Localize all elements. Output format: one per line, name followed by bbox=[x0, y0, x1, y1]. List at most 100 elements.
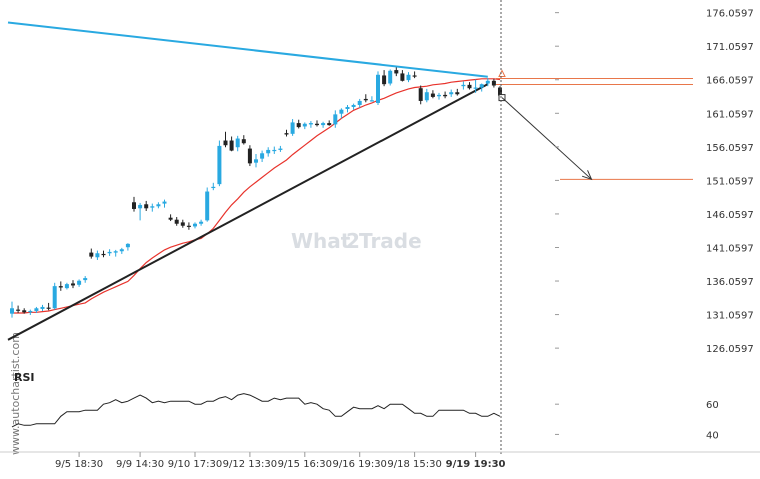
candle-body bbox=[498, 87, 502, 96]
candle-body bbox=[412, 75, 417, 77]
level-marker bbox=[498, 69, 506, 77]
candle-body bbox=[321, 123, 326, 126]
candle-body bbox=[235, 138, 240, 148]
y-tick-label: 141.0597 bbox=[706, 243, 754, 254]
candle-body bbox=[388, 70, 393, 84]
candles bbox=[10, 67, 502, 318]
candle-body bbox=[437, 94, 441, 97]
candle-body bbox=[315, 123, 319, 126]
candle-body bbox=[58, 286, 63, 288]
candle-body bbox=[22, 310, 27, 313]
candle-body bbox=[34, 308, 39, 311]
moving-average-line bbox=[12, 78, 501, 314]
rsi-line bbox=[11, 393, 501, 428]
candle-body bbox=[217, 145, 222, 185]
candle-body bbox=[284, 133, 289, 135]
candle-body bbox=[156, 204, 161, 207]
y-tick-label: 161.0597 bbox=[706, 109, 754, 120]
candle-body bbox=[254, 159, 258, 163]
candle-body bbox=[455, 92, 460, 95]
x-axis: 9/5 18:30 9/9 14:30 9/10 17:30 9/12 13:30 9/… bbox=[0, 451, 760, 470]
candle-body bbox=[418, 88, 423, 101]
support-trendline bbox=[7, 83, 489, 341]
candle-body bbox=[449, 92, 454, 95]
candle-body bbox=[302, 123, 307, 127]
candle-body bbox=[345, 106, 350, 109]
candle-body bbox=[394, 70, 399, 74]
candle-body bbox=[485, 80, 490, 84]
candle-body bbox=[424, 92, 429, 101]
candle-body bbox=[101, 253, 106, 256]
candle-body bbox=[382, 75, 387, 85]
candle-body bbox=[205, 191, 210, 221]
candle-body bbox=[144, 204, 149, 209]
projection-arrowhead bbox=[581, 170, 593, 181]
y-tick-label: 136.0597 bbox=[706, 277, 754, 288]
x-tick-label: 9/12 13:30 bbox=[223, 459, 277, 470]
y-tick-label: 151.0597 bbox=[706, 176, 754, 187]
candle-body bbox=[467, 84, 472, 89]
candle-body bbox=[223, 140, 228, 146]
candle-body bbox=[290, 122, 295, 134]
rsi-label: RSI bbox=[14, 371, 35, 384]
candle-body bbox=[52, 286, 57, 309]
candle-body bbox=[400, 73, 405, 81]
y-tick-label: 176.0597 bbox=[706, 9, 754, 20]
candle-body bbox=[64, 284, 69, 289]
moving-average bbox=[12, 78, 501, 314]
candle-body bbox=[199, 221, 204, 224]
candle-body bbox=[89, 252, 94, 257]
x-tick-label: 9/15 16:30 bbox=[278, 459, 332, 470]
watermark-brand-digit: 2 bbox=[346, 229, 360, 253]
candle-body bbox=[162, 201, 167, 204]
rsi-pane: RSI bbox=[11, 371, 501, 428]
candle-body bbox=[430, 93, 435, 97]
candle-body bbox=[168, 217, 173, 220]
candle-body bbox=[473, 87, 478, 89]
candle-body bbox=[71, 283, 75, 286]
candle-body bbox=[351, 104, 356, 107]
candle-body bbox=[278, 148, 283, 150]
candle-body bbox=[479, 84, 484, 88]
y-tick-label: 171.0597 bbox=[706, 42, 754, 53]
candle-body bbox=[125, 243, 130, 248]
candle-body bbox=[83, 278, 88, 281]
x-tick-label: 9/16 19:30 bbox=[332, 459, 386, 470]
candle-body bbox=[132, 202, 136, 209]
rsi-y-tick-label: 60 bbox=[706, 400, 719, 411]
candle-body bbox=[193, 223, 197, 227]
candle-body bbox=[241, 139, 246, 144]
candle-body bbox=[266, 149, 271, 154]
vertical-source-watermark: www.autochartist.com bbox=[9, 332, 22, 455]
candle-body bbox=[186, 225, 191, 227]
candle-body bbox=[138, 204, 143, 209]
y-axis: 176.0597 171.0597 166.0597 161.0597 156.0597… bbox=[555, 9, 754, 441]
candle-body bbox=[229, 140, 234, 151]
candle-body bbox=[369, 100, 374, 102]
candle-body bbox=[247, 148, 252, 164]
candle-body bbox=[357, 100, 362, 105]
x-tick-label: 9/9 14:30 bbox=[116, 459, 164, 470]
candle-body bbox=[339, 109, 344, 114]
price-levels bbox=[496, 0, 693, 455]
candle-body bbox=[296, 123, 301, 128]
candle-body bbox=[28, 310, 33, 313]
watermark-brand-left: What bbox=[291, 229, 351, 253]
y-tick-label: 131.0597 bbox=[706, 311, 754, 322]
trendlines bbox=[7, 21, 489, 341]
y-tick-label: 156.0597 bbox=[706, 143, 754, 154]
watermark: What 2 Trade www.autochartist.com bbox=[9, 229, 422, 455]
candle-body bbox=[308, 123, 313, 125]
x-tick-label: 9/10 17:30 bbox=[168, 459, 222, 470]
candle-body bbox=[461, 84, 466, 87]
candle-body bbox=[10, 308, 14, 314]
candle-body bbox=[46, 307, 51, 309]
x-tick-label: 9/19 19:30 bbox=[446, 459, 506, 470]
candle-body bbox=[77, 280, 82, 285]
candle-body bbox=[406, 74, 411, 81]
candle-body bbox=[363, 98, 368, 101]
candle-body bbox=[327, 123, 332, 126]
resistance-trendline bbox=[7, 21, 488, 78]
x-tick-label: 9/5 18:30 bbox=[55, 459, 103, 470]
